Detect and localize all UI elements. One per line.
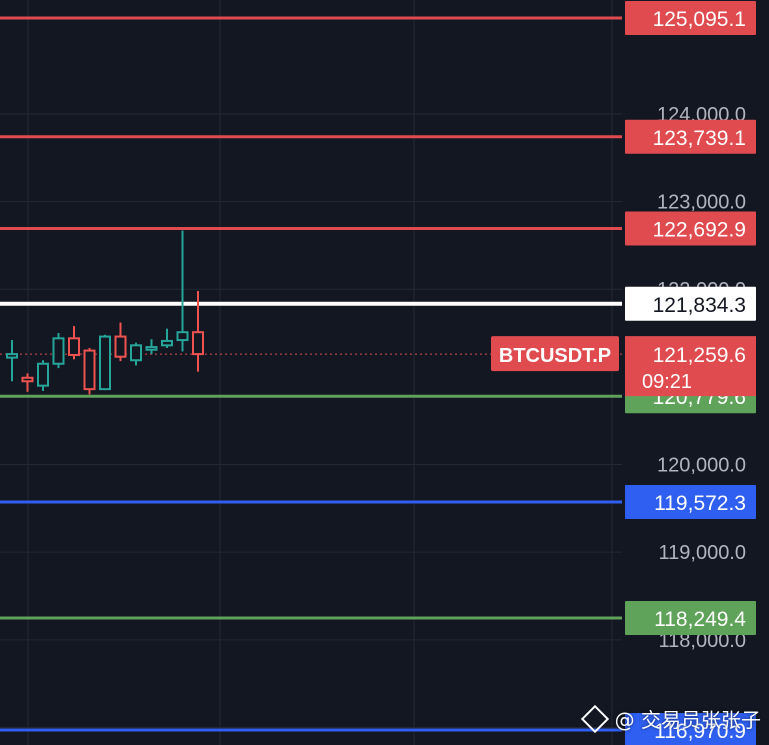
level-price-tag (625, 713, 756, 745)
level-price-label: 123,739.1 (653, 127, 746, 150)
level-price-tag (625, 211, 756, 246)
level-price-tag (625, 0, 756, 35)
countdown-label: 09:21 (642, 371, 692, 393)
level-price-label: 118,249.4 (654, 608, 746, 631)
candle-body (161, 339, 173, 347)
candle-body (192, 331, 204, 356)
level-price-label: 116,970.9 (654, 720, 746, 743)
candle-body (52, 337, 65, 365)
candle-body (99, 335, 111, 391)
candle-body (114, 335, 127, 358)
level-price-label: 122,692.9 (653, 219, 746, 242)
y-tick-label: 118,000.0 (659, 630, 747, 652)
level-price-label: 121,834.3 (653, 294, 746, 317)
y-tick-label: 123,000.0 (657, 192, 746, 214)
current-price-tag (625, 336, 756, 397)
y-tick-label: 120,000.0 (657, 455, 746, 477)
y-tick-label: 119,000.0 (659, 542, 747, 564)
level-price-tag (625, 119, 756, 154)
binance-diamond-icon (580, 704, 609, 733)
watermark: @ 交易员张张子 (580, 704, 761, 733)
symbol-label: BTCUSDT.P (499, 345, 611, 367)
level-price-label: 119,572.3 (654, 492, 746, 515)
candle-body (130, 344, 142, 362)
candle-body (6, 353, 18, 359)
symbol-tag (491, 336, 619, 372)
level-price-tag (625, 600, 756, 635)
level-price-label: 125,095.1 (653, 8, 746, 31)
candle-body (83, 349, 96, 391)
candle-body (176, 331, 189, 342)
watermark-text: @ 交易员张张子 (614, 708, 761, 732)
candle-body (68, 337, 80, 356)
candle-body (145, 346, 158, 351)
candle-body (37, 362, 49, 387)
current-price-label: 121,259.6 (653, 344, 746, 367)
level-price-tag (625, 485, 756, 520)
level-price-tag (625, 286, 756, 321)
candle-body (21, 376, 34, 383)
